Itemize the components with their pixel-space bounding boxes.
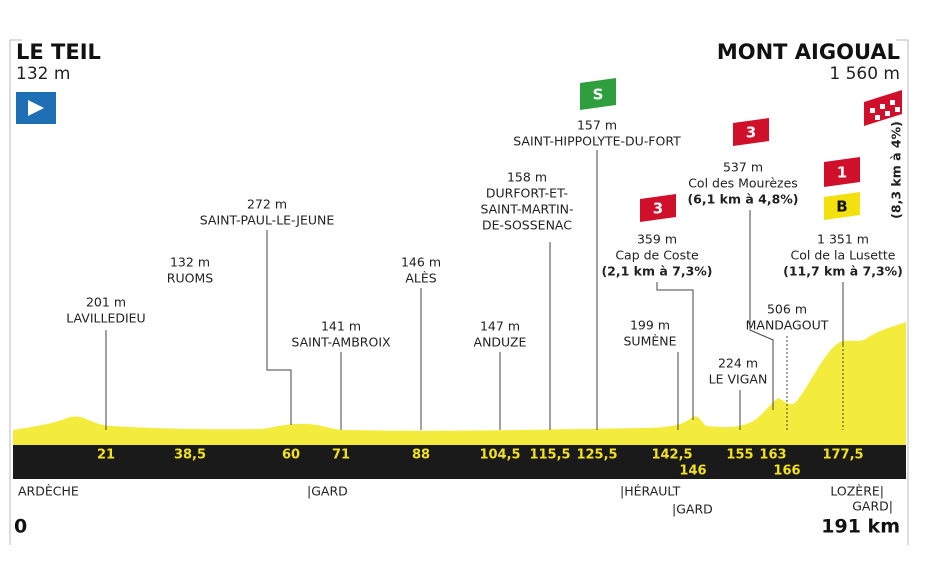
waypoint-altitude: 272 m bbox=[247, 197, 287, 212]
km-marker: 177,5 bbox=[822, 448, 863, 463]
waypoint-name: SAINT-HIPPOLYTE-DU-FORT bbox=[513, 134, 681, 149]
waypoint-name: LAVILLEDIEU bbox=[66, 311, 145, 326]
km-marker: 163 bbox=[759, 448, 786, 463]
waypoint-name: DE-SOSSENAC bbox=[482, 218, 572, 233]
km-marker: 142,5 bbox=[651, 448, 692, 463]
km-marker: 21 bbox=[97, 448, 115, 463]
waypoint-altitude: 201 m bbox=[86, 295, 126, 310]
waypoint-altitude: 537 m bbox=[723, 160, 763, 175]
start-name: LE TEIL bbox=[16, 40, 101, 64]
waypoint-altitude: 224 m bbox=[718, 356, 758, 371]
km-marker: 38,5 bbox=[174, 448, 206, 463]
finish-km: 191 km bbox=[821, 516, 900, 538]
flag-start-arrow bbox=[28, 100, 44, 116]
waypoint-name: SAINT-MARTIN- bbox=[480, 202, 573, 217]
badge-label: 3 bbox=[746, 124, 756, 142]
waypoint-altitude: 141 m bbox=[321, 319, 361, 334]
frame-left bbox=[9, 39, 22, 545]
badge bbox=[640, 194, 676, 222]
waypoint-altitude: 132 m bbox=[170, 255, 210, 270]
waypoint-name: SUMÈNE bbox=[623, 334, 676, 349]
waypoint-name: SAINT-AMBROIX bbox=[291, 335, 391, 350]
finish-climb: (8,3 km à 4%) bbox=[889, 121, 904, 219]
waypoint-name: Col des Mourèzes bbox=[688, 176, 798, 191]
waypoint-altitude: 1 351 m bbox=[817, 232, 869, 247]
flag-finish bbox=[864, 90, 902, 126]
km-marker: 125,5 bbox=[576, 448, 617, 463]
waypoint-altitude: 506 m bbox=[767, 302, 807, 317]
km-marker: 155 bbox=[726, 448, 753, 463]
waypoint-name: RUOMS bbox=[167, 271, 213, 286]
km-marker: 60 bbox=[282, 448, 300, 463]
waypoint-name: LE VIGAN bbox=[709, 372, 768, 387]
badge-label: B bbox=[836, 198, 847, 216]
waypoint-climb: (6,1 km à 4,8%) bbox=[687, 192, 798, 207]
km-marker: 71 bbox=[332, 448, 350, 463]
region: |HÉRAULT bbox=[620, 484, 681, 499]
waypoint-altitude: 158 m bbox=[507, 170, 547, 185]
waypoint-name: Cap de Coste bbox=[615, 248, 699, 263]
profile-area bbox=[13, 322, 906, 445]
badge-label: S bbox=[593, 86, 604, 104]
finish-name: MONT AIGOUAL bbox=[717, 40, 900, 64]
waypoint-climb: (11,7 km à 7,3%) bbox=[783, 264, 903, 279]
region: |GARD bbox=[307, 484, 348, 499]
frame-right bbox=[896, 39, 909, 545]
badge bbox=[824, 157, 860, 187]
badge bbox=[824, 192, 860, 220]
km-band bbox=[13, 445, 906, 479]
pole bbox=[266, 230, 292, 425]
start-km: 0 bbox=[14, 516, 27, 538]
waypoint-name: DURFORT-ET- bbox=[486, 186, 568, 201]
finish-altitude: 1 560 m bbox=[829, 64, 900, 84]
waypoint-altitude: 359 m bbox=[637, 232, 677, 247]
badge bbox=[733, 118, 769, 146]
region: |GARD bbox=[672, 502, 713, 517]
pole bbox=[656, 282, 694, 420]
badge-label: 3 bbox=[653, 200, 663, 218]
badge bbox=[580, 78, 616, 110]
waypoint-altitude: 199 m bbox=[630, 318, 670, 333]
waypoint-name: ANDUZE bbox=[474, 335, 527, 350]
region: ARDÈCHE bbox=[18, 484, 79, 499]
km-marker: 166 bbox=[773, 464, 800, 479]
km-marker: 115,5 bbox=[529, 448, 570, 463]
waypoint-name: ALÈS bbox=[405, 271, 436, 286]
waypoint-name: MANDAGOUT bbox=[746, 318, 829, 333]
km-marker: 104,5 bbox=[479, 448, 520, 463]
waypoint-climb: (2,1 km à 7,3%) bbox=[601, 264, 712, 279]
waypoint-altitude: 147 m bbox=[480, 319, 520, 334]
km-marker: 146 bbox=[679, 464, 706, 479]
waypoint-altitude: 157 m bbox=[577, 118, 617, 133]
waypoint-name: SAINT-PAUL-LE-JEUNE bbox=[200, 213, 335, 228]
start-altitude: 132 m bbox=[16, 64, 70, 84]
km-marker: 88 bbox=[412, 448, 430, 463]
waypoint-altitude: 146 m bbox=[401, 255, 441, 270]
waypoint-name: Col de la Lusette bbox=[791, 248, 896, 263]
region: LOZÈRE| bbox=[830, 484, 884, 499]
frame bbox=[9, 39, 909, 545]
region: GARD| bbox=[852, 499, 893, 514]
badge-label: 1 bbox=[837, 164, 847, 182]
pole bbox=[749, 210, 774, 410]
